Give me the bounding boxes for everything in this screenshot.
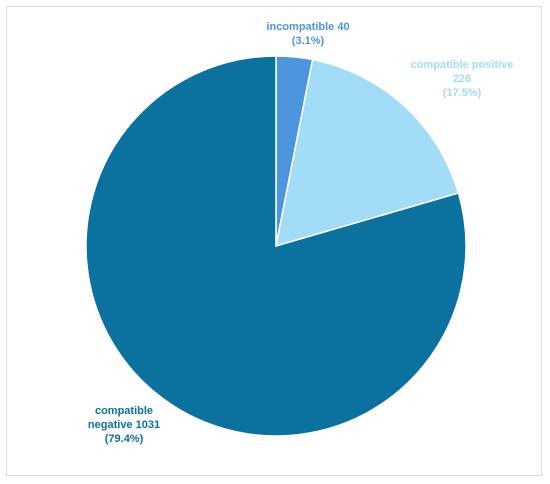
data-label-line: negative 1031 [88,419,160,431]
pie-slice-compatible-positive [275,58,460,248]
data-label-line: 226 [453,73,471,85]
data-labels: incompatible 40 (3.1%) compatible positive… [88,21,513,445]
data-label-line: compatible [95,405,153,417]
data-label-line: incompatible 40 [266,21,349,33]
data-label-compatible-negative: compatible negative 1031 (79.4%) [88,405,160,445]
data-label-incompatible: incompatible 40 (3.1%) [266,21,349,47]
data-label-line: (79.4%) [105,433,144,445]
pie-slice-compatible-negative [85,55,467,437]
pie-slices [85,55,467,437]
data-label-compatible-positive: compatible positive 226 (17.5%) [411,59,514,99]
data-label-line: (17.5%) [443,87,482,99]
data-label-line: compatible positive [411,59,514,71]
data-label-line: (3.1%) [292,35,325,47]
